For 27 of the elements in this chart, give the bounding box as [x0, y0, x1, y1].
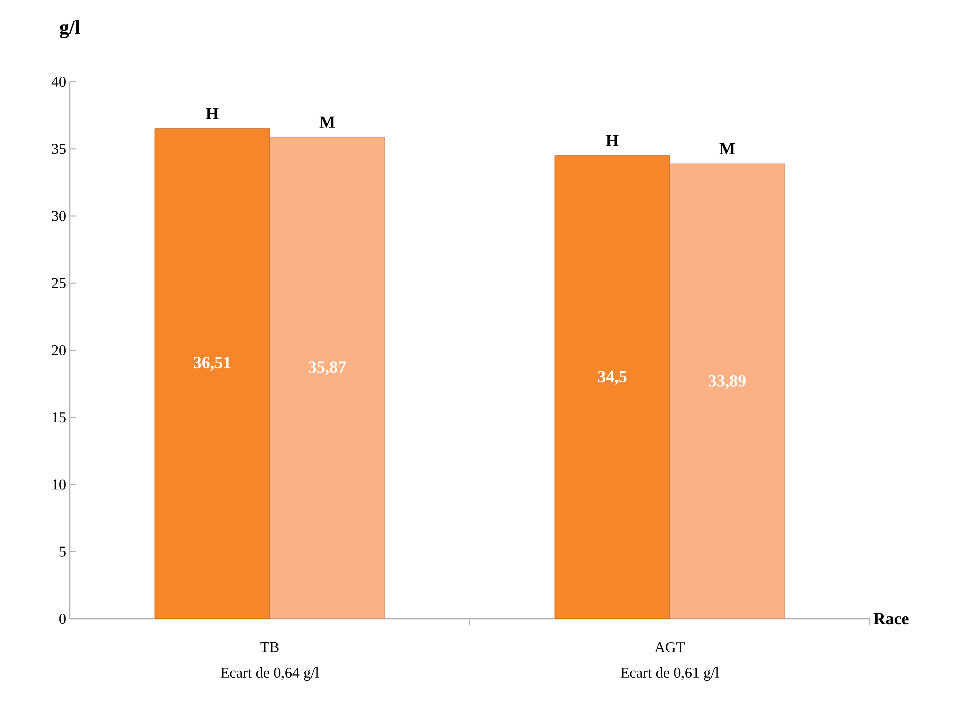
- y-tick-label: 30: [52, 211, 66, 222]
- y-tick-label: 40: [52, 76, 66, 88]
- text: H: [206, 108, 219, 120]
- y-tick-label: 25: [52, 278, 66, 288]
- y-tick-label: 5: [60, 546, 66, 557]
- series-label: H: [606, 135, 619, 146]
- data-label: 36,51: [194, 357, 231, 372]
- bar: [554, 156, 670, 620]
- text: M: [320, 116, 336, 128]
- bar: [154, 128, 270, 620]
- y-axis-title: g/l: [60, 20, 80, 38]
- y-tick-label: 10: [52, 480, 66, 490]
- bar: [670, 164, 786, 620]
- data-label: 33,89: [709, 375, 746, 390]
- x-tick-label: AGT: [654, 642, 686, 653]
- text: Ecart de 0,64 g/l: [221, 668, 320, 682]
- y-tick-label: 0: [60, 614, 66, 624]
- data-label: 34,5: [598, 371, 627, 386]
- series-label: M: [720, 143, 736, 154]
- y-tick-label: 15: [52, 412, 66, 423]
- y-tick-label: 35: [52, 144, 66, 154]
- data-label: 35,87: [309, 362, 346, 376]
- y-tick-label: 20: [52, 345, 66, 356]
- bar: [270, 137, 386, 620]
- x-axis-title: Race: [874, 613, 909, 625]
- text: Ecart de 0,61 g/l: [621, 668, 720, 682]
- x-tick-label: TB: [260, 642, 279, 652]
